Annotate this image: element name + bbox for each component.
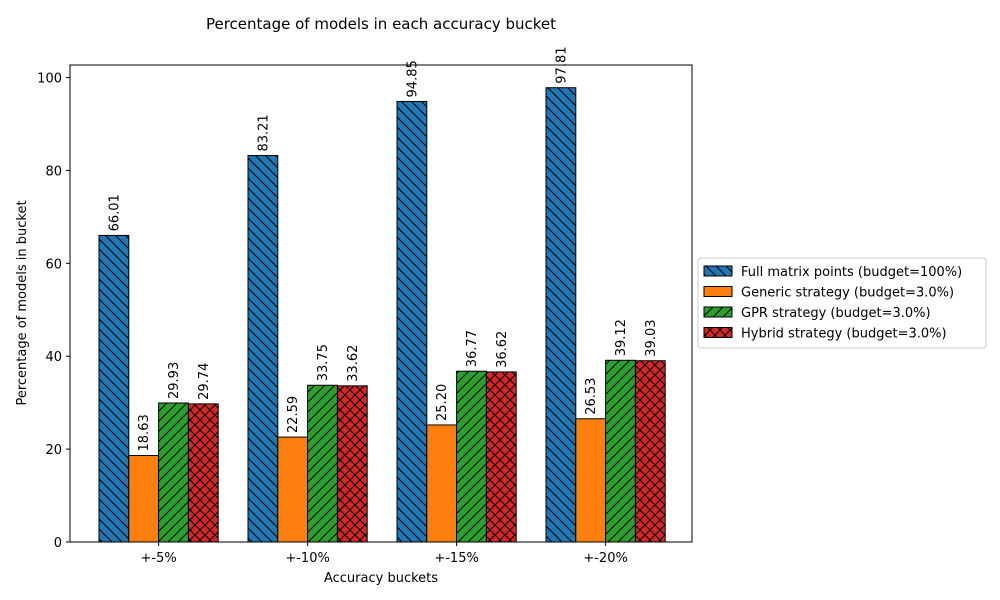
- bar-group: [634, 360, 666, 543]
- bar-2-+-5%: [128, 455, 159, 542]
- data-label: 36.62: [495, 331, 510, 368]
- bar-2-+-10%: [277, 437, 308, 542]
- chart-title: Percentage of models in each accuracy bu…: [206, 15, 556, 33]
- bar-group: [605, 359, 636, 543]
- legend-swatch-hatch: [704, 266, 732, 276]
- data-label: 94.85: [405, 60, 420, 97]
- bar-group: [485, 371, 517, 543]
- data-label: 33.62: [346, 345, 361, 382]
- legend-label: Generic strategy (budget=3.0%): [741, 286, 954, 301]
- x-tick-label: +-20%: [583, 551, 627, 566]
- legend-swatch-outline: [703, 265, 733, 277]
- data-label: 39.03: [644, 320, 659, 357]
- bar-group: [426, 424, 458, 543]
- bar-group: [128, 454, 160, 543]
- y-tick-label: 20: [45, 443, 62, 458]
- data-label: 25.20: [435, 384, 450, 421]
- legend-label: GPR strategy (budget=3.0%): [741, 306, 931, 321]
- bar-hatch: [456, 371, 487, 542]
- bar-group: [277, 436, 309, 543]
- bar-2-+-20%: [575, 418, 606, 542]
- y-tick-label: 0: [54, 536, 62, 551]
- bar-2-+-15%: [426, 424, 457, 542]
- data-label: 39.12: [614, 319, 629, 356]
- bar-group: [247, 155, 279, 543]
- bar-group: [575, 418, 607, 543]
- bar-group: [396, 100, 428, 543]
- legend-swatch-hatch: [704, 327, 732, 338]
- x-tick-label: +-10%: [285, 551, 329, 566]
- data-label: 29.93: [167, 362, 182, 399]
- x-axis-label: Accuracy buckets: [324, 571, 438, 586]
- legend-swatch: [704, 286, 732, 297]
- legend-swatch-outline: [703, 286, 733, 297]
- data-label: 18.63: [137, 414, 152, 451]
- data-label: 66.01: [107, 194, 122, 231]
- bar-hatch: [248, 155, 278, 542]
- bar-hatch: [635, 360, 666, 542]
- bar-group: [158, 402, 189, 543]
- bar-group: [545, 87, 577, 543]
- data-label: 36.77: [465, 330, 480, 367]
- bar-group: [187, 403, 219, 543]
- plot-frame: [69, 64, 693, 543]
- bar-group: [336, 385, 368, 543]
- bar-hatch: [605, 360, 636, 542]
- legend-label: Full matrix points (budget=100%): [741, 265, 962, 280]
- x-tick-label: +-15%: [434, 551, 478, 566]
- bar-hatch: [158, 402, 189, 542]
- legend: Full matrix points (budget=100%) Generic …: [697, 257, 987, 349]
- y-axis-label: Percentage of models in bucket: [15, 200, 30, 405]
- bar-hatch: [337, 385, 368, 542]
- bar-hatch: [99, 235, 129, 542]
- legend-label: Hybrid strategy (budget=3.0%): [741, 327, 947, 342]
- bar-group: [456, 370, 487, 543]
- bar-hatch: [307, 385, 338, 542]
- y-tick-label: 60: [45, 257, 62, 272]
- bar-hatch: [486, 371, 517, 542]
- legend-swatch-outline: [703, 306, 733, 318]
- data-label: 33.75: [316, 344, 331, 381]
- data-label: 29.74: [197, 363, 212, 400]
- legend-box: [697, 257, 987, 349]
- bar-hatch: [397, 101, 427, 542]
- bar-hatch: [188, 403, 219, 542]
- x-tick-label: +-5%: [140, 551, 176, 566]
- y-tick-label: 40: [45, 350, 62, 365]
- legend-swatch-outline: [703, 327, 733, 338]
- bar-group: [98, 234, 130, 543]
- bar-group: [307, 384, 338, 543]
- data-label: 22.59: [286, 396, 301, 433]
- data-label: 26.53: [584, 378, 599, 415]
- bar-hatch: [546, 87, 576, 543]
- legend-swatch-hatch: [704, 307, 732, 317]
- data-label: 83.21: [256, 114, 271, 151]
- y-tick-label: 100: [37, 72, 62, 87]
- y-tick-label: 80: [45, 164, 62, 179]
